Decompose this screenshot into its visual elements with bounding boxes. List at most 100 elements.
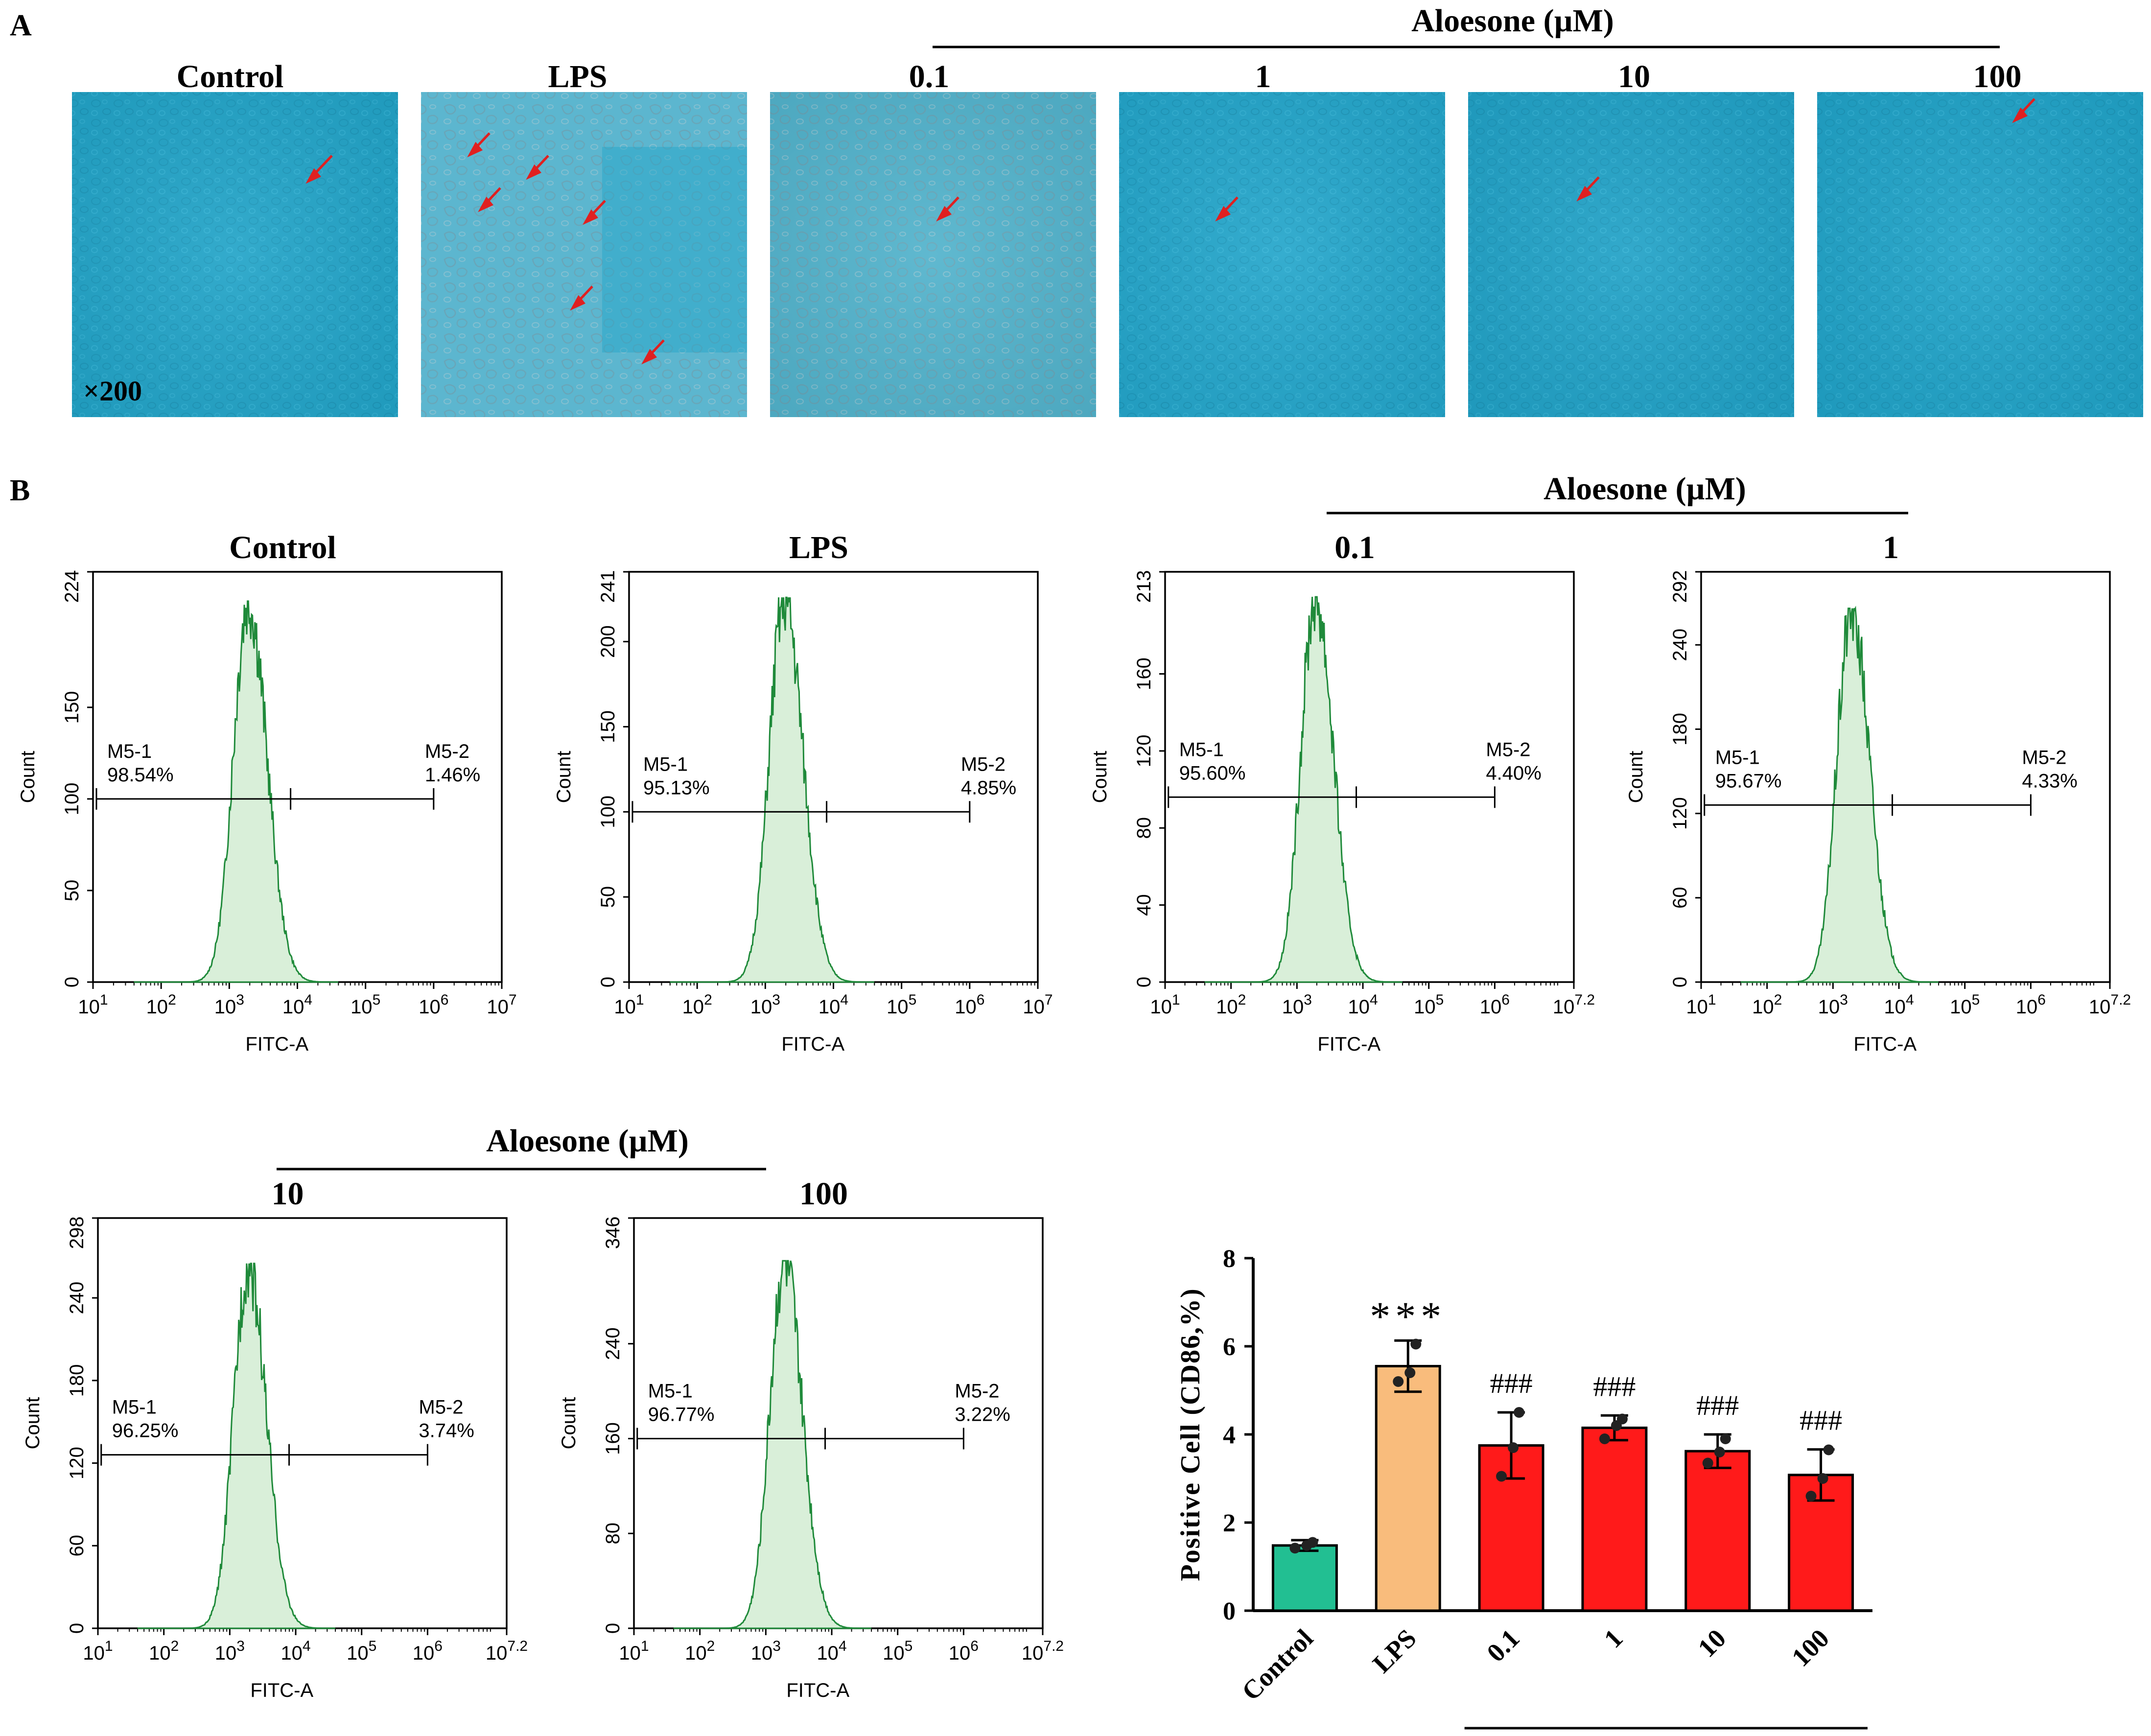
panel-b-label: B	[10, 474, 30, 507]
arrow	[1576, 176, 1600, 202]
x-tick-label: 103	[751, 1638, 781, 1664]
y-tick-label: 120	[1133, 735, 1155, 768]
data-point	[1720, 1433, 1731, 1444]
x-tick-label: 10	[1692, 1623, 1732, 1663]
micrograph-10	[1468, 92, 1794, 417]
x-axis-label: FITC-A	[1317, 1033, 1380, 1055]
y-tick-label: 120	[1669, 797, 1691, 830]
y-max-label: 241	[597, 570, 619, 603]
y-tick-label: 200	[597, 625, 619, 658]
histogram-curve	[134, 600, 338, 983]
histogram-curve	[1204, 596, 1403, 983]
panel-b-group-label-bottom: Aloesone (µM)	[486, 1123, 689, 1159]
gate-left-pct: 95.67%	[1715, 770, 1782, 792]
x-tick-label: LPS	[1367, 1623, 1422, 1678]
y-tick-label: 160	[1133, 657, 1155, 690]
y-axis-label: Count	[1625, 751, 1647, 803]
x-tick-label: 105	[1414, 992, 1444, 1018]
arrow	[467, 132, 491, 158]
y-tick-label: 4	[1223, 1421, 1236, 1449]
x-tick-label: 105	[347, 1638, 376, 1664]
y-max-label: 213	[1133, 570, 1155, 603]
gate-right-name: M5-2	[2022, 747, 2066, 768]
x-tick-label: 101	[614, 992, 644, 1018]
data-point	[1702, 1457, 1713, 1469]
y-tick-label: 120	[66, 1447, 88, 1479]
bar-LPS	[1375, 1365, 1441, 1612]
data-point	[1410, 1338, 1422, 1350]
x-tick-label: 104	[817, 1638, 846, 1664]
gate-left-name: M5-1	[1179, 739, 1224, 760]
micrograph-100	[1817, 92, 2143, 417]
histogram-title: 100	[799, 1176, 848, 1212]
x-axis-label: FITC-A	[245, 1033, 308, 1055]
x-tick-label: 103	[1818, 992, 1848, 1018]
x-tick-label: 101	[78, 992, 108, 1018]
significance-annotation: ***	[1370, 1293, 1446, 1339]
gate-left-name: M5-1	[643, 753, 688, 775]
y-tick-label: 240	[1669, 629, 1691, 661]
y-tick-label: 0	[1223, 1597, 1236, 1625]
x-tick-label: 0.1	[1481, 1623, 1525, 1667]
significance-annotation: ###	[1800, 1405, 1842, 1436]
micrograph-control: ×200	[72, 92, 398, 417]
y-tick-label: 150	[61, 691, 83, 724]
y-tick-label: 60	[1669, 887, 1691, 909]
y-tick-label: 100	[597, 796, 619, 828]
x-tick-label: 107.2	[486, 1638, 528, 1664]
y-axis-label: Count	[558, 1397, 580, 1450]
histogram-curve	[1740, 606, 1939, 983]
y-tick-label: 80	[602, 1523, 624, 1545]
significance-annotation: ###	[1696, 1389, 1739, 1421]
histogram-lps: LPS 0 50 100 150 200 241 Count 101 102 103 104 105 10…	[553, 530, 1053, 1055]
micrograph-1	[1119, 92, 1445, 417]
x-tick-label: 101	[1686, 992, 1716, 1018]
histogram-1: 1 0 60 120 180 240 292 Count 101 102 103 104 105 106 1…	[1625, 530, 2131, 1055]
gate-right-pct: 1.46%	[425, 764, 480, 786]
y-tick-label: 100	[61, 783, 83, 816]
data-point	[1817, 1473, 1828, 1484]
gate-left-name: M5-1	[112, 1397, 157, 1418]
data-point	[1496, 1471, 1507, 1482]
x-tick-label: 107.2	[2089, 992, 2131, 1018]
x-tick-label: 103	[215, 1638, 245, 1664]
image-title-100: 100	[1973, 59, 2022, 94]
x-tick-label: 101	[83, 1638, 113, 1664]
histogram-curve	[673, 1260, 871, 1629]
y-tick-label: 50	[597, 886, 619, 908]
y-tick-label: 180	[1669, 713, 1691, 746]
x-tick-label: 102	[682, 992, 712, 1018]
histogram-0.1: 0.1 0 40 80 120 160 213 Count 101 102 103 104 105 106…	[1089, 530, 1595, 1055]
arrow	[305, 155, 333, 184]
y-tick-label: 80	[1133, 817, 1155, 839]
data-point	[1289, 1543, 1301, 1554]
y-tick-label: 0	[602, 1623, 624, 1634]
arrow	[570, 285, 593, 311]
gate-left-pct: 95.13%	[643, 777, 710, 798]
panel-a-group-label: Aloesone (µM)	[1411, 3, 1614, 39]
panel-a-label: A	[10, 9, 32, 42]
histogram-curve	[670, 596, 874, 983]
x-tick-label: 104	[281, 1638, 310, 1664]
y-tick-label: 60	[66, 1535, 88, 1557]
arrow	[641, 339, 665, 365]
gate-right-name: M5-2	[1486, 739, 1530, 760]
x-tick-label: 105	[1950, 992, 1980, 1018]
x-tick-label: 104	[282, 992, 312, 1018]
x-tick-label: 106	[2016, 992, 2046, 1018]
gate-left-pct: 96.25%	[112, 1420, 179, 1442]
gate-left-name: M5-1	[107, 741, 152, 762]
data-point	[1805, 1491, 1817, 1501]
x-axis-label: FITC-A	[781, 1033, 844, 1055]
x-tick-label: Control	[1236, 1623, 1319, 1706]
arrow	[478, 187, 501, 212]
gate-right-pct: 4.40%	[1486, 762, 1541, 784]
data-point	[1514, 1407, 1525, 1418]
x-axis-label: FITC-A	[250, 1680, 313, 1701]
data-point	[1611, 1420, 1622, 1431]
y-tick-label: 8	[1223, 1245, 1236, 1273]
gate-right-name: M5-2	[955, 1380, 999, 1402]
y-tick-label: 240	[66, 1282, 88, 1314]
x-tick-label: 105	[351, 992, 380, 1018]
x-tick-label: 1	[1598, 1623, 1629, 1654]
